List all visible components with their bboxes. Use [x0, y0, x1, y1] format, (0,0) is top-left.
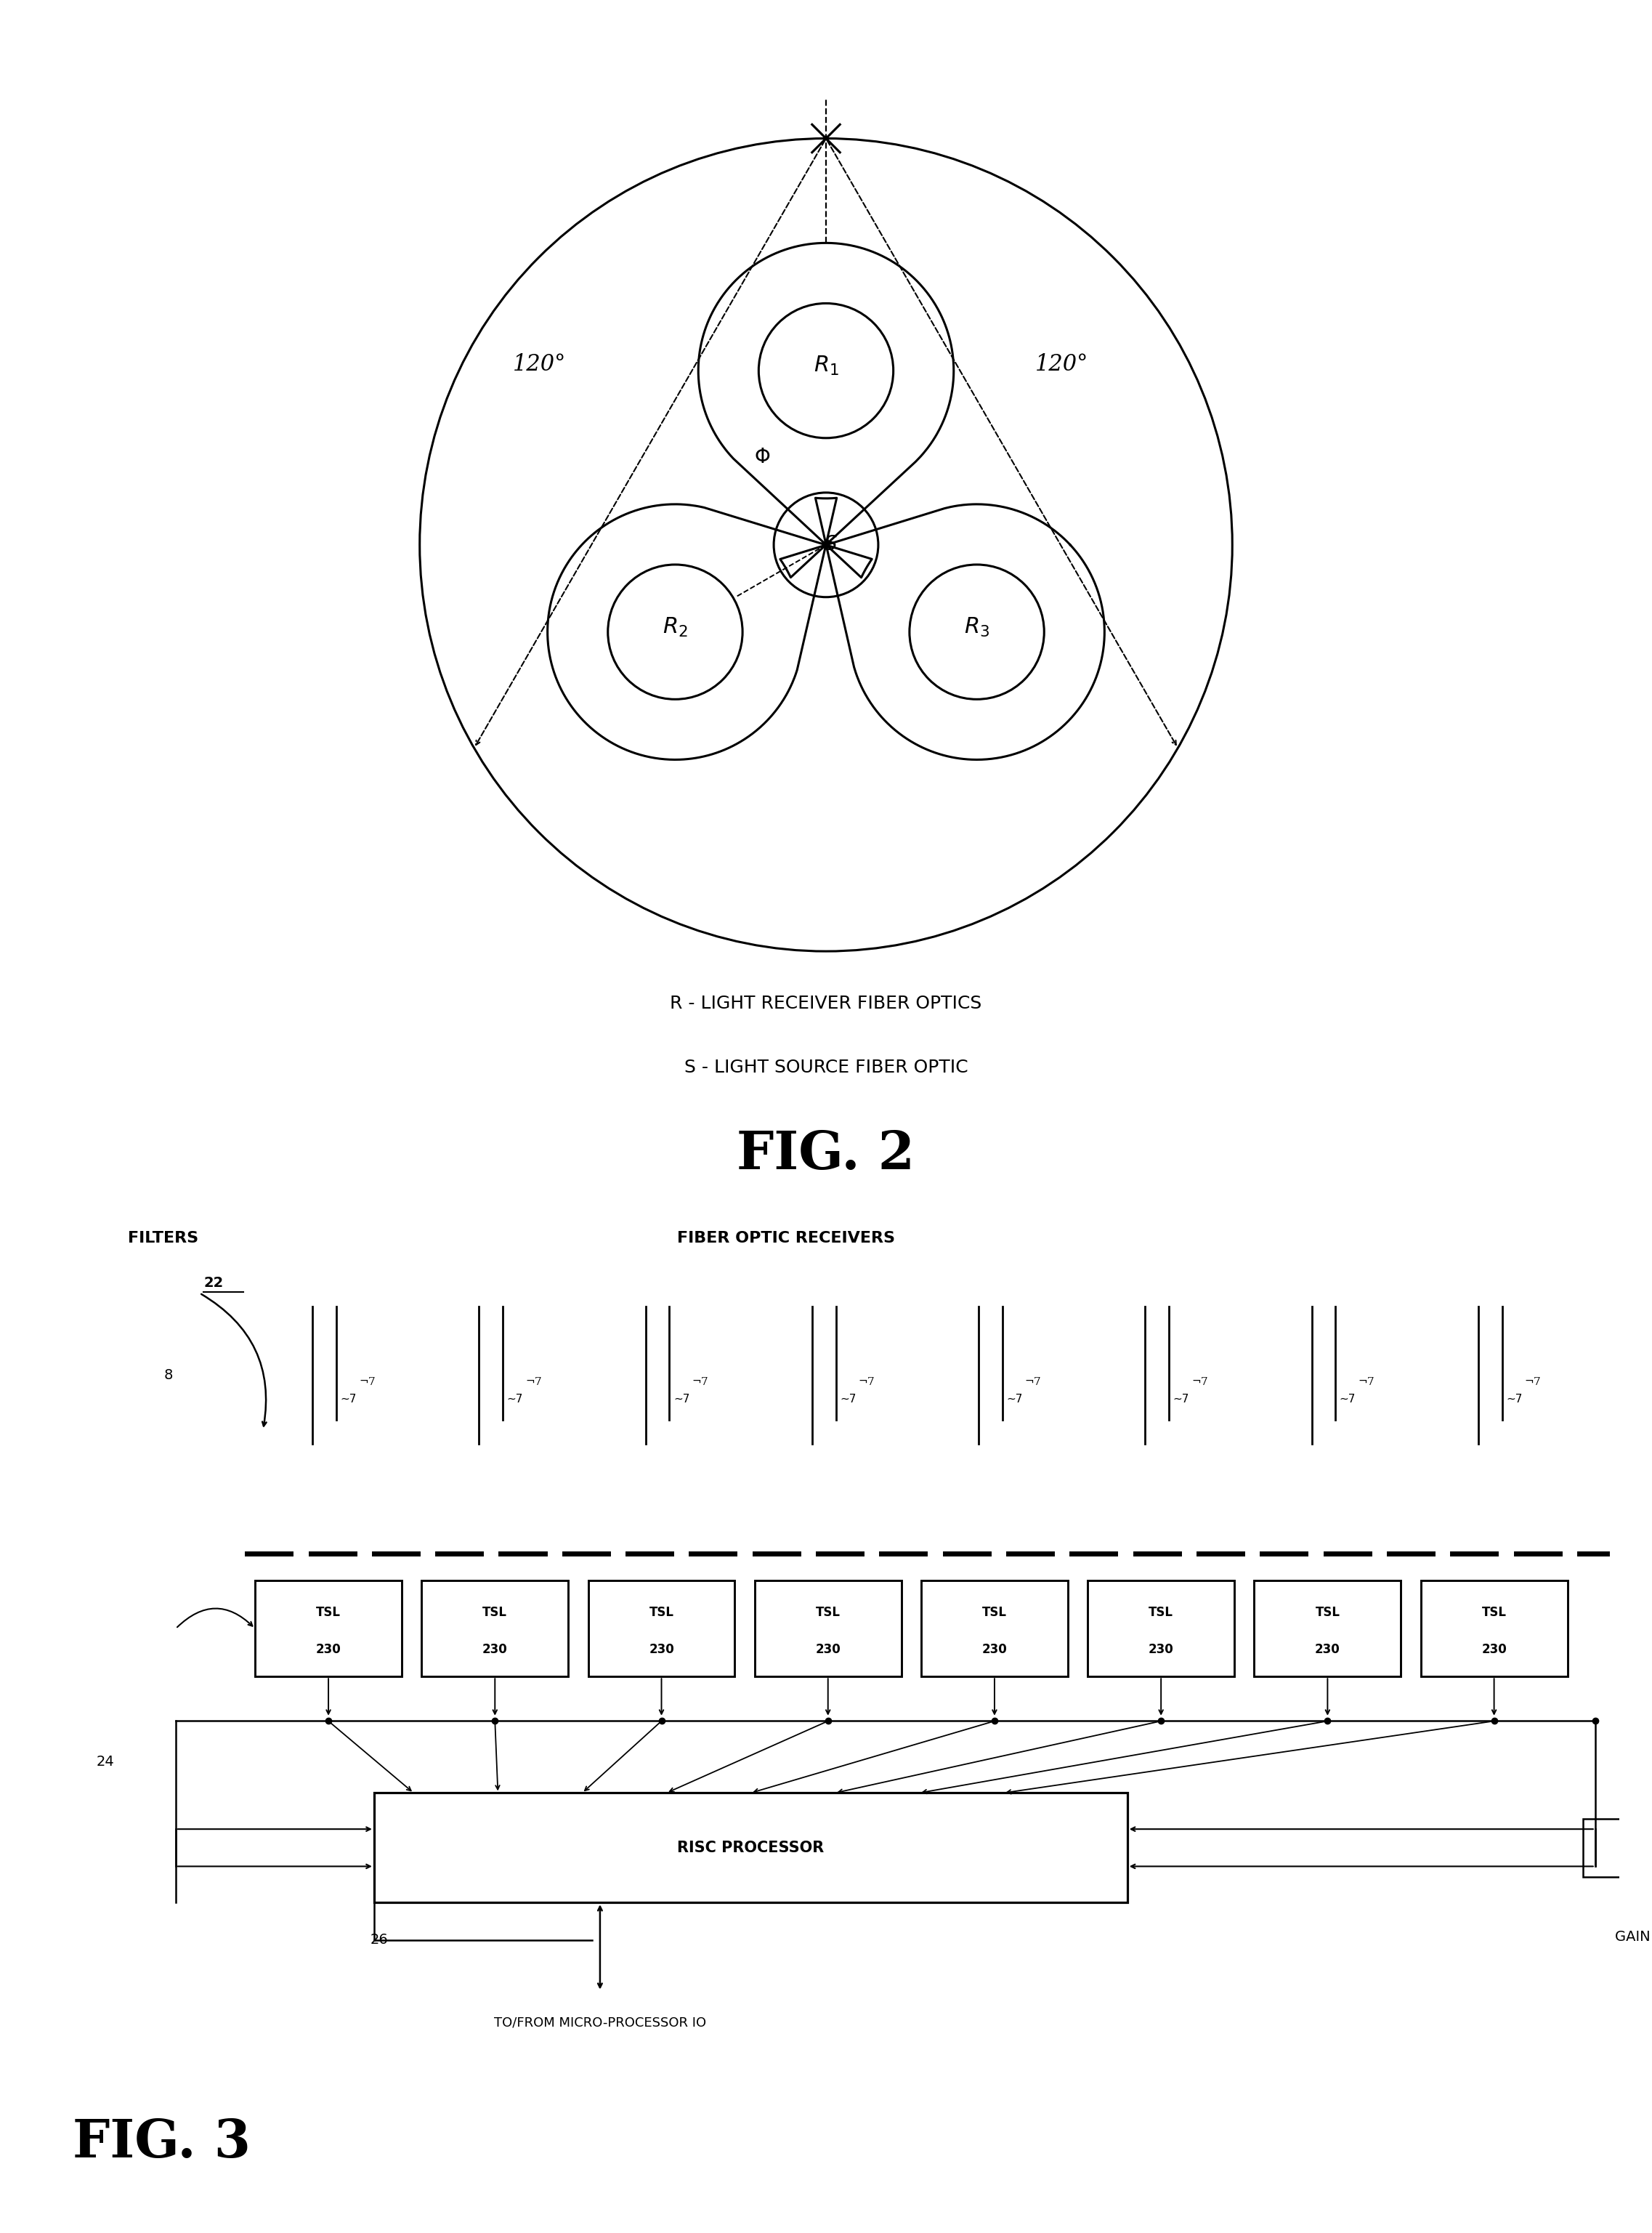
Text: $\neg$7: $\neg$7 [1024, 1376, 1042, 1387]
Text: $\neg$7: $\neg$7 [1191, 1376, 1208, 1387]
Text: TSL: TSL [1482, 1606, 1507, 1619]
Bar [254, 1581, 401, 1677]
Text: $\neg$7: $\neg$7 [1358, 1376, 1374, 1387]
Text: 230: 230 [981, 1643, 1008, 1657]
Text: 230: 230 [1482, 1643, 1507, 1657]
Text: 230: 230 [316, 1643, 340, 1657]
Text: ~7: ~7 [839, 1393, 856, 1405]
Text: $\Phi$: $\Phi$ [753, 449, 770, 467]
Text: ~7: ~7 [507, 1393, 524, 1405]
Text: 120°: 120° [512, 353, 567, 375]
Text: 24: 24 [96, 1755, 114, 1769]
Text: RISC PROCESSOR: RISC PROCESSOR [677, 1840, 824, 1856]
Text: 230: 230 [1315, 1643, 1340, 1657]
Text: FIG. 3: FIG. 3 [73, 2117, 251, 2168]
Text: 120°: 120° [1034, 353, 1089, 375]
Bar [1421, 1581, 1568, 1677]
Text: TSL: TSL [983, 1606, 1006, 1619]
Text: 22: 22 [203, 1275, 223, 1291]
Text: ~7: ~7 [1340, 1393, 1356, 1405]
Text: $\neg$7: $\neg$7 [1525, 1376, 1541, 1387]
Bar [922, 1581, 1067, 1677]
Text: TSL: TSL [482, 1606, 507, 1619]
Bar [755, 1581, 902, 1677]
Text: ~7: ~7 [1173, 1393, 1189, 1405]
Text: TSL: TSL [1315, 1606, 1340, 1619]
Text: TSL: TSL [316, 1606, 340, 1619]
Bar [1254, 1581, 1401, 1677]
Text: $R_1$: $R_1$ [813, 355, 839, 377]
Text: GAIN CONTROL: GAIN CONTROL [1616, 1929, 1652, 1943]
Text: ~7: ~7 [340, 1393, 357, 1405]
Bar [421, 1581, 568, 1677]
Text: ~7: ~7 [674, 1393, 689, 1405]
Text: $R_2$: $R_2$ [662, 616, 687, 639]
Text: FIBER OPTIC RECEIVERS: FIBER OPTIC RECEIVERS [677, 1230, 895, 1246]
Text: 230: 230 [482, 1643, 507, 1657]
Text: $\neg$7: $\neg$7 [857, 1376, 876, 1387]
Text: $\neg$7: $\neg$7 [525, 1376, 542, 1387]
Text: TSL: TSL [1148, 1606, 1173, 1619]
Text: $\neg$7: $\neg$7 [358, 1376, 375, 1387]
Text: S - LIGHT SOURCE FIBER OPTIC: S - LIGHT SOURCE FIBER OPTIC [684, 1058, 968, 1076]
Text: $\neg$7: $\neg$7 [692, 1376, 709, 1387]
Bar [588, 1581, 735, 1677]
Text: ~7: ~7 [1507, 1393, 1521, 1405]
Text: FIG. 2: FIG. 2 [737, 1128, 915, 1181]
Bar [1583, 1820, 1622, 1876]
Text: 26: 26 [370, 1934, 388, 1947]
Text: R - LIGHT RECEIVER FIBER OPTICS: R - LIGHT RECEIVER FIBER OPTICS [671, 994, 981, 1012]
Text: TO/FROM MICRO-PROCESSOR IO: TO/FROM MICRO-PROCESSOR IO [494, 2016, 705, 2030]
Text: $R_3$: $R_3$ [965, 616, 990, 639]
Text: TSL: TSL [649, 1606, 674, 1619]
Text: ~7: ~7 [1006, 1393, 1023, 1405]
Text: FILTERS: FILTERS [129, 1230, 198, 1246]
Text: TSL: TSL [816, 1606, 841, 1619]
Bar [1087, 1581, 1234, 1677]
Text: 8: 8 [164, 1369, 173, 1382]
Text: $S$: $S$ [824, 536, 838, 554]
Text: 230: 230 [816, 1643, 841, 1657]
Text: 230: 230 [649, 1643, 674, 1657]
Text: 230: 230 [1148, 1643, 1173, 1657]
Bar [373, 1793, 1127, 1903]
